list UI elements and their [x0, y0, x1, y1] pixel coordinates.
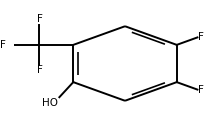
- Text: F: F: [37, 65, 42, 75]
- Text: F: F: [0, 40, 6, 50]
- Text: HO: HO: [42, 98, 58, 108]
- Text: F: F: [37, 14, 42, 24]
- Text: F: F: [198, 32, 204, 42]
- Text: F: F: [198, 85, 204, 95]
